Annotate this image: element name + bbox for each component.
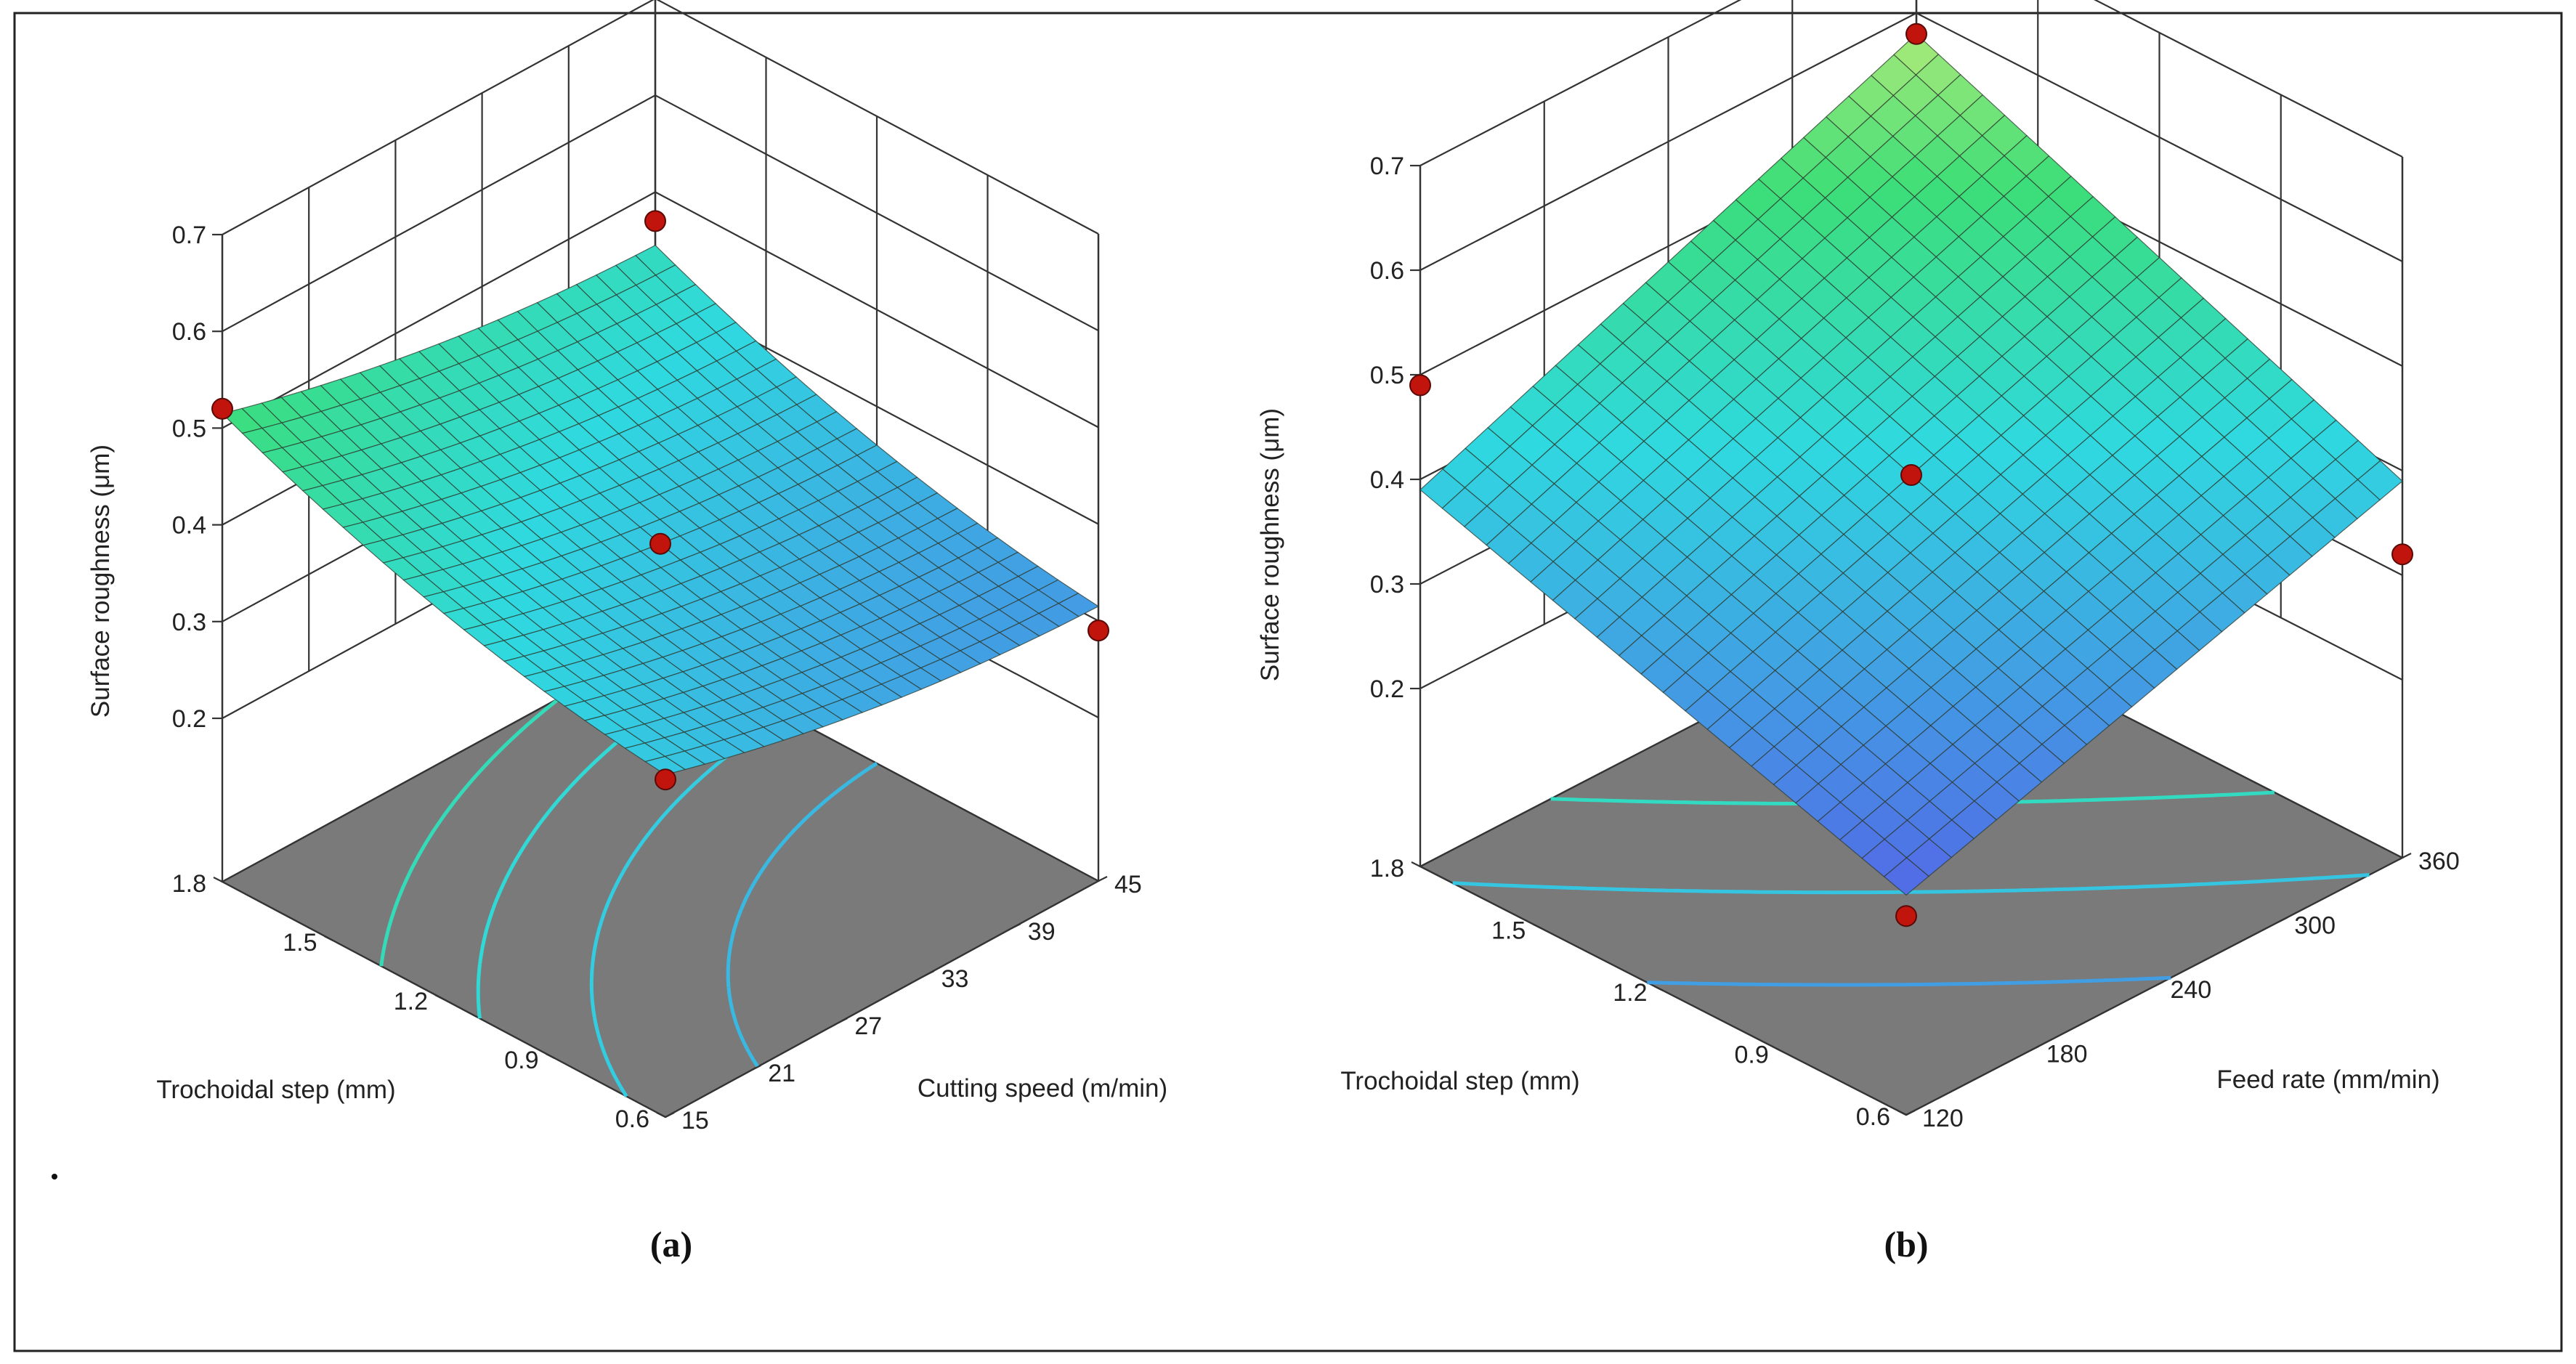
- x-tick-mark: [1411, 861, 1421, 867]
- z-tick-label: 0.5: [172, 415, 206, 442]
- z-tick-label: 0.3: [1370, 571, 1404, 598]
- panel-a: 0.2 0.3 0.4 0.5 0.6 0.7 0.6 0.9 1.2 1.5 1.8 15 21 27 3…: [86, 0, 1167, 1264]
- z-tick-label: 0.6: [1370, 257, 1404, 285]
- surface-cell: [644, 755, 686, 776]
- y-tick-label: 120: [1922, 1105, 1964, 1132]
- z-tick-label: 0.2: [172, 705, 206, 733]
- x-tick-label: 0.6: [1856, 1103, 1890, 1131]
- y-tick-mark: [838, 1018, 848, 1023]
- y-tick-mark: [1098, 876, 1108, 882]
- y-tick-label: 240: [2171, 976, 2212, 1004]
- design-point: [1895, 905, 1917, 927]
- y-tick-mark: [751, 1065, 761, 1071]
- panel-b-zlabel: Surface roughness (μm): [1256, 408, 1284, 681]
- y-tick-mark: [1011, 923, 1021, 929]
- x-tick-mark: [1897, 1110, 1907, 1116]
- panel-a-zlabel: Surface roughness (μm): [86, 444, 115, 718]
- x-tick-label: 0.9: [1734, 1042, 1768, 1069]
- x-tick-mark: [324, 935, 333, 941]
- figure-border: [13, 12, 2563, 1352]
- x-tick-mark: [1654, 986, 1664, 991]
- panel-b-ylabel: Feed rate (mm/min): [2216, 1065, 2439, 1094]
- z-tick-label: 0.7: [172, 222, 206, 249]
- x-tick-mark: [1532, 923, 1542, 930]
- wall-gridline: [222, 0, 1099, 235]
- x-tick-label: 1.2: [1613, 979, 1647, 1007]
- design-point: [1900, 464, 1922, 486]
- design-point: [1905, 23, 1927, 45]
- y-tick-label: 27: [854, 1012, 882, 1040]
- x-tick-label: 1.5: [283, 929, 317, 957]
- x-tick-mark: [213, 877, 223, 882]
- design-point: [644, 210, 666, 232]
- y-tick-mark: [925, 970, 935, 976]
- x-tick-mark: [656, 1112, 666, 1118]
- panel-b: 0.2 0.3 0.4 0.5 0.6 0.7 0.6 0.9 1.2 1.5 1.8 120 180 2…: [1256, 0, 2460, 1264]
- y-tick-mark: [1905, 1110, 1916, 1116]
- panel-a-ylabel: Cutting speed (m/min): [918, 1074, 1167, 1103]
- y-tick-mark: [2154, 981, 2163, 987]
- y-tick-mark: [2402, 853, 2412, 858]
- x-tick-mark: [546, 1053, 555, 1059]
- z-tick-label: 0.3: [172, 609, 206, 636]
- y-tick-mark: [2030, 1045, 2040, 1052]
- wall-gridline: [1419, 0, 2403, 166]
- floor-contour: [1452, 873, 2370, 895]
- z-tick-label: 0.7: [1370, 153, 1404, 180]
- panel-a-label: (a): [650, 1224, 692, 1264]
- panel-b-surface: [1409, 23, 2413, 927]
- y-tick-label: 33: [941, 965, 969, 993]
- y-tick-label: 360: [2418, 848, 2460, 875]
- z-tick-label: 0.5: [1370, 362, 1404, 389]
- y-tick-label: 180: [2046, 1041, 2088, 1068]
- x-tick-label: 0.9: [504, 1047, 538, 1074]
- x-tick-mark: [1775, 1047, 1786, 1054]
- surface-cell: [1883, 857, 1929, 896]
- floor-contour: [379, 695, 563, 967]
- design-point: [211, 397, 233, 420]
- panel-a-xlabel: Trochoidal step (mm): [156, 1076, 395, 1104]
- y-tick-label: 21: [768, 1060, 795, 1087]
- y-tick-label: 300: [2294, 912, 2336, 940]
- z-tick-label: 0.4: [172, 512, 206, 540]
- y-tick-label: 45: [1114, 871, 1142, 898]
- z-tick-label: 0.4: [1370, 466, 1404, 494]
- panel-a-surface: [211, 210, 1109, 791]
- x-tick-label: 1.8: [172, 870, 206, 898]
- x-tick-label: 1.2: [394, 988, 428, 1015]
- y-tick-label: 15: [681, 1107, 709, 1134]
- panel-b-xlabel: Trochoidal step (mm): [1340, 1067, 1579, 1095]
- floor-contour: [1647, 975, 2171, 987]
- x-tick-label: 0.6: [615, 1105, 649, 1133]
- x-tick-label: 1.8: [1370, 855, 1404, 882]
- z-tick-label: 0.2: [1370, 675, 1404, 703]
- design-point: [655, 768, 676, 791]
- stray-dot: [52, 1174, 57, 1180]
- design-point: [649, 532, 671, 555]
- y-tick-mark: [2277, 917, 2288, 923]
- design-point: [2391, 543, 2413, 566]
- design-point: [1409, 374, 1431, 397]
- x-tick-label: 1.5: [1491, 917, 1526, 945]
- floor-contour: [726, 761, 878, 1068]
- z-tick-label: 0.6: [172, 318, 206, 346]
- y-tick-label: 39: [1028, 918, 1056, 946]
- x-tick-mark: [434, 994, 445, 1000]
- panel-a-floor: 0.6 0.9 1.2 1.5 1.8 15 21 27 33 39 45: [172, 644, 1142, 1134]
- y-tick-mark: [665, 1112, 675, 1118]
- panel-b-label: (b): [1884, 1224, 1928, 1264]
- design-point: [1087, 620, 1109, 642]
